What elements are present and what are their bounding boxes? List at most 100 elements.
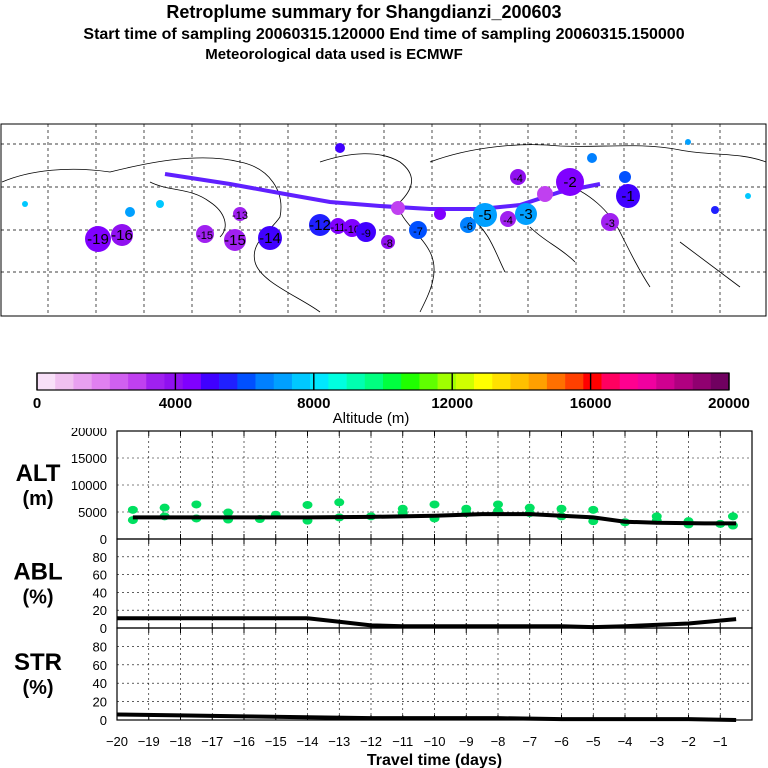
colorbar-cell bbox=[55, 373, 74, 390]
y-tick-label: 0 bbox=[100, 532, 107, 547]
y-tick-label: 40 bbox=[93, 676, 107, 691]
sampling-times: Start time of sampling 20060315.120000 E… bbox=[83, 26, 685, 43]
x-tick-label: −12 bbox=[360, 734, 382, 749]
colorbar-cell bbox=[73, 373, 92, 390]
plume-cluster-dot bbox=[685, 139, 691, 145]
colorbar-cell bbox=[710, 373, 730, 390]
colorbar-cell bbox=[37, 373, 56, 390]
cluster-day-label: -19 bbox=[87, 231, 109, 248]
altitude-sample-point bbox=[651, 512, 662, 521]
colorbar-cell bbox=[401, 373, 420, 390]
altitude-sample-point bbox=[159, 503, 170, 512]
plume-cluster-dot bbox=[500, 211, 516, 227]
altitude-sample-point bbox=[461, 504, 472, 513]
plume-cluster-dot bbox=[601, 213, 619, 231]
plume-cluster-dot bbox=[616, 184, 640, 208]
plume-cluster-dot bbox=[515, 203, 537, 225]
panel-label: STR bbox=[14, 649, 62, 676]
altitude-sample-point bbox=[334, 498, 345, 507]
colorbar-cell bbox=[164, 373, 183, 390]
cluster-day-label: -9 bbox=[361, 228, 371, 240]
altitude-sample-point bbox=[397, 504, 408, 513]
str-mean-line bbox=[116, 712, 737, 722]
alt-panel: 0 5000 10000 15000 20000 ALT(m) bbox=[16, 428, 753, 547]
altitude-sample-point bbox=[127, 505, 138, 514]
colorbar-cell bbox=[364, 373, 384, 390]
plume-cluster-dot bbox=[745, 193, 751, 199]
colorbar-cell bbox=[273, 373, 293, 390]
x-tick-label: −19 bbox=[138, 734, 160, 749]
colorbar-cell bbox=[419, 373, 438, 390]
colorbar-cell bbox=[455, 373, 475, 390]
colorbar-tick-label: 12000 bbox=[431, 395, 473, 412]
colorbar-cell bbox=[437, 373, 457, 390]
colorbar-cell bbox=[656, 373, 675, 390]
altitude-sample-point bbox=[302, 500, 313, 509]
map-grid bbox=[1, 124, 766, 316]
x-tick-label: −2 bbox=[681, 734, 696, 749]
cluster-day-label: -6 bbox=[463, 221, 473, 233]
panel-unit: (%) bbox=[22, 587, 53, 609]
plume-cluster-dot bbox=[125, 207, 135, 217]
summary-panels: 05000100001500020000ALT(m)020406080ABL(%… bbox=[13, 428, 753, 768]
colorbar-cell bbox=[619, 373, 639, 390]
altitude-sample-point bbox=[223, 508, 234, 517]
colorbar-cell bbox=[546, 373, 566, 390]
y-tick-label: 20000 bbox=[71, 428, 107, 439]
x-tick-label: −6 bbox=[554, 734, 569, 749]
colorbar-cell bbox=[637, 373, 657, 390]
plume-cluster-dot bbox=[473, 203, 497, 227]
colorbar-cell bbox=[200, 373, 220, 390]
altitude-sample-point bbox=[429, 500, 440, 509]
colorbar-cell bbox=[219, 373, 238, 390]
colorbar-cell bbox=[91, 373, 111, 390]
abl-panel: 0 20 40 60 80 ABL(%) bbox=[13, 538, 753, 636]
colorbar-cell bbox=[255, 373, 275, 390]
plume-cluster-dot bbox=[537, 186, 553, 202]
plume-cluster-dot bbox=[85, 226, 111, 252]
colorbar-cell bbox=[674, 373, 693, 390]
y-tick-label: 20 bbox=[93, 695, 107, 710]
colorbar-cell bbox=[510, 373, 529, 390]
plume-cluster-dot bbox=[309, 214, 331, 236]
altitude-sample-point bbox=[524, 503, 535, 512]
colorbar-cell bbox=[146, 373, 165, 390]
met-data-note: Meteorological data used is ECMWF bbox=[205, 46, 463, 63]
colorbar-cells bbox=[36, 372, 730, 391]
x-tick-label: −10 bbox=[423, 734, 445, 749]
colorbar-cell bbox=[692, 373, 712, 390]
x-axis-title: Travel time (days) bbox=[367, 752, 502, 768]
x-tick-label: −17 bbox=[201, 734, 223, 749]
colorbar-cell bbox=[237, 373, 256, 390]
panel-unit: (m) bbox=[22, 488, 53, 510]
altitude-sample-point bbox=[556, 504, 567, 513]
plume-cluster-dot bbox=[381, 235, 395, 249]
colorbar-cell bbox=[583, 373, 602, 390]
x-tick-label: −8 bbox=[491, 734, 506, 749]
y-tick-label: 15000 bbox=[71, 451, 107, 466]
y-tick-label: 5000 bbox=[78, 505, 107, 520]
colorbar-tick-label: 0 bbox=[33, 395, 41, 412]
map-frame bbox=[0, 123, 767, 317]
altitude-sample-point bbox=[191, 500, 202, 509]
trajectory-map: -19 -16 -15 -15 -14-13-12 -11-10 -9-8-7 -6-5 -4-… bbox=[0, 123, 767, 317]
colorbar-cell bbox=[565, 373, 584, 390]
x-tick-label: −11 bbox=[392, 734, 413, 749]
plume-cluster-dot bbox=[619, 171, 631, 183]
colorbar-cell bbox=[474, 373, 493, 390]
panel-unit: (%) bbox=[22, 677, 53, 699]
cluster-day-label: -12 bbox=[309, 217, 331, 234]
cluster-day-label: -16 bbox=[111, 227, 133, 244]
cluster-day-label: -2 bbox=[563, 174, 576, 191]
plume-cluster-dot bbox=[22, 201, 28, 207]
map-plume-clusters: -19 -16 -15 -15 -14-13-12 -11-10 -9-8-7 -6-5 -4-… bbox=[22, 139, 751, 252]
plume-cluster-dot bbox=[556, 168, 584, 196]
cluster-day-label: -8 bbox=[383, 238, 393, 250]
cluster-day-label: -14 bbox=[259, 230, 281, 247]
x-tick-label: −16 bbox=[233, 734, 255, 749]
cluster-day-label: -1 bbox=[621, 188, 634, 205]
coastlines bbox=[1, 144, 767, 313]
colorbar-cell bbox=[109, 373, 129, 390]
y-tick-label: 80 bbox=[93, 639, 107, 654]
